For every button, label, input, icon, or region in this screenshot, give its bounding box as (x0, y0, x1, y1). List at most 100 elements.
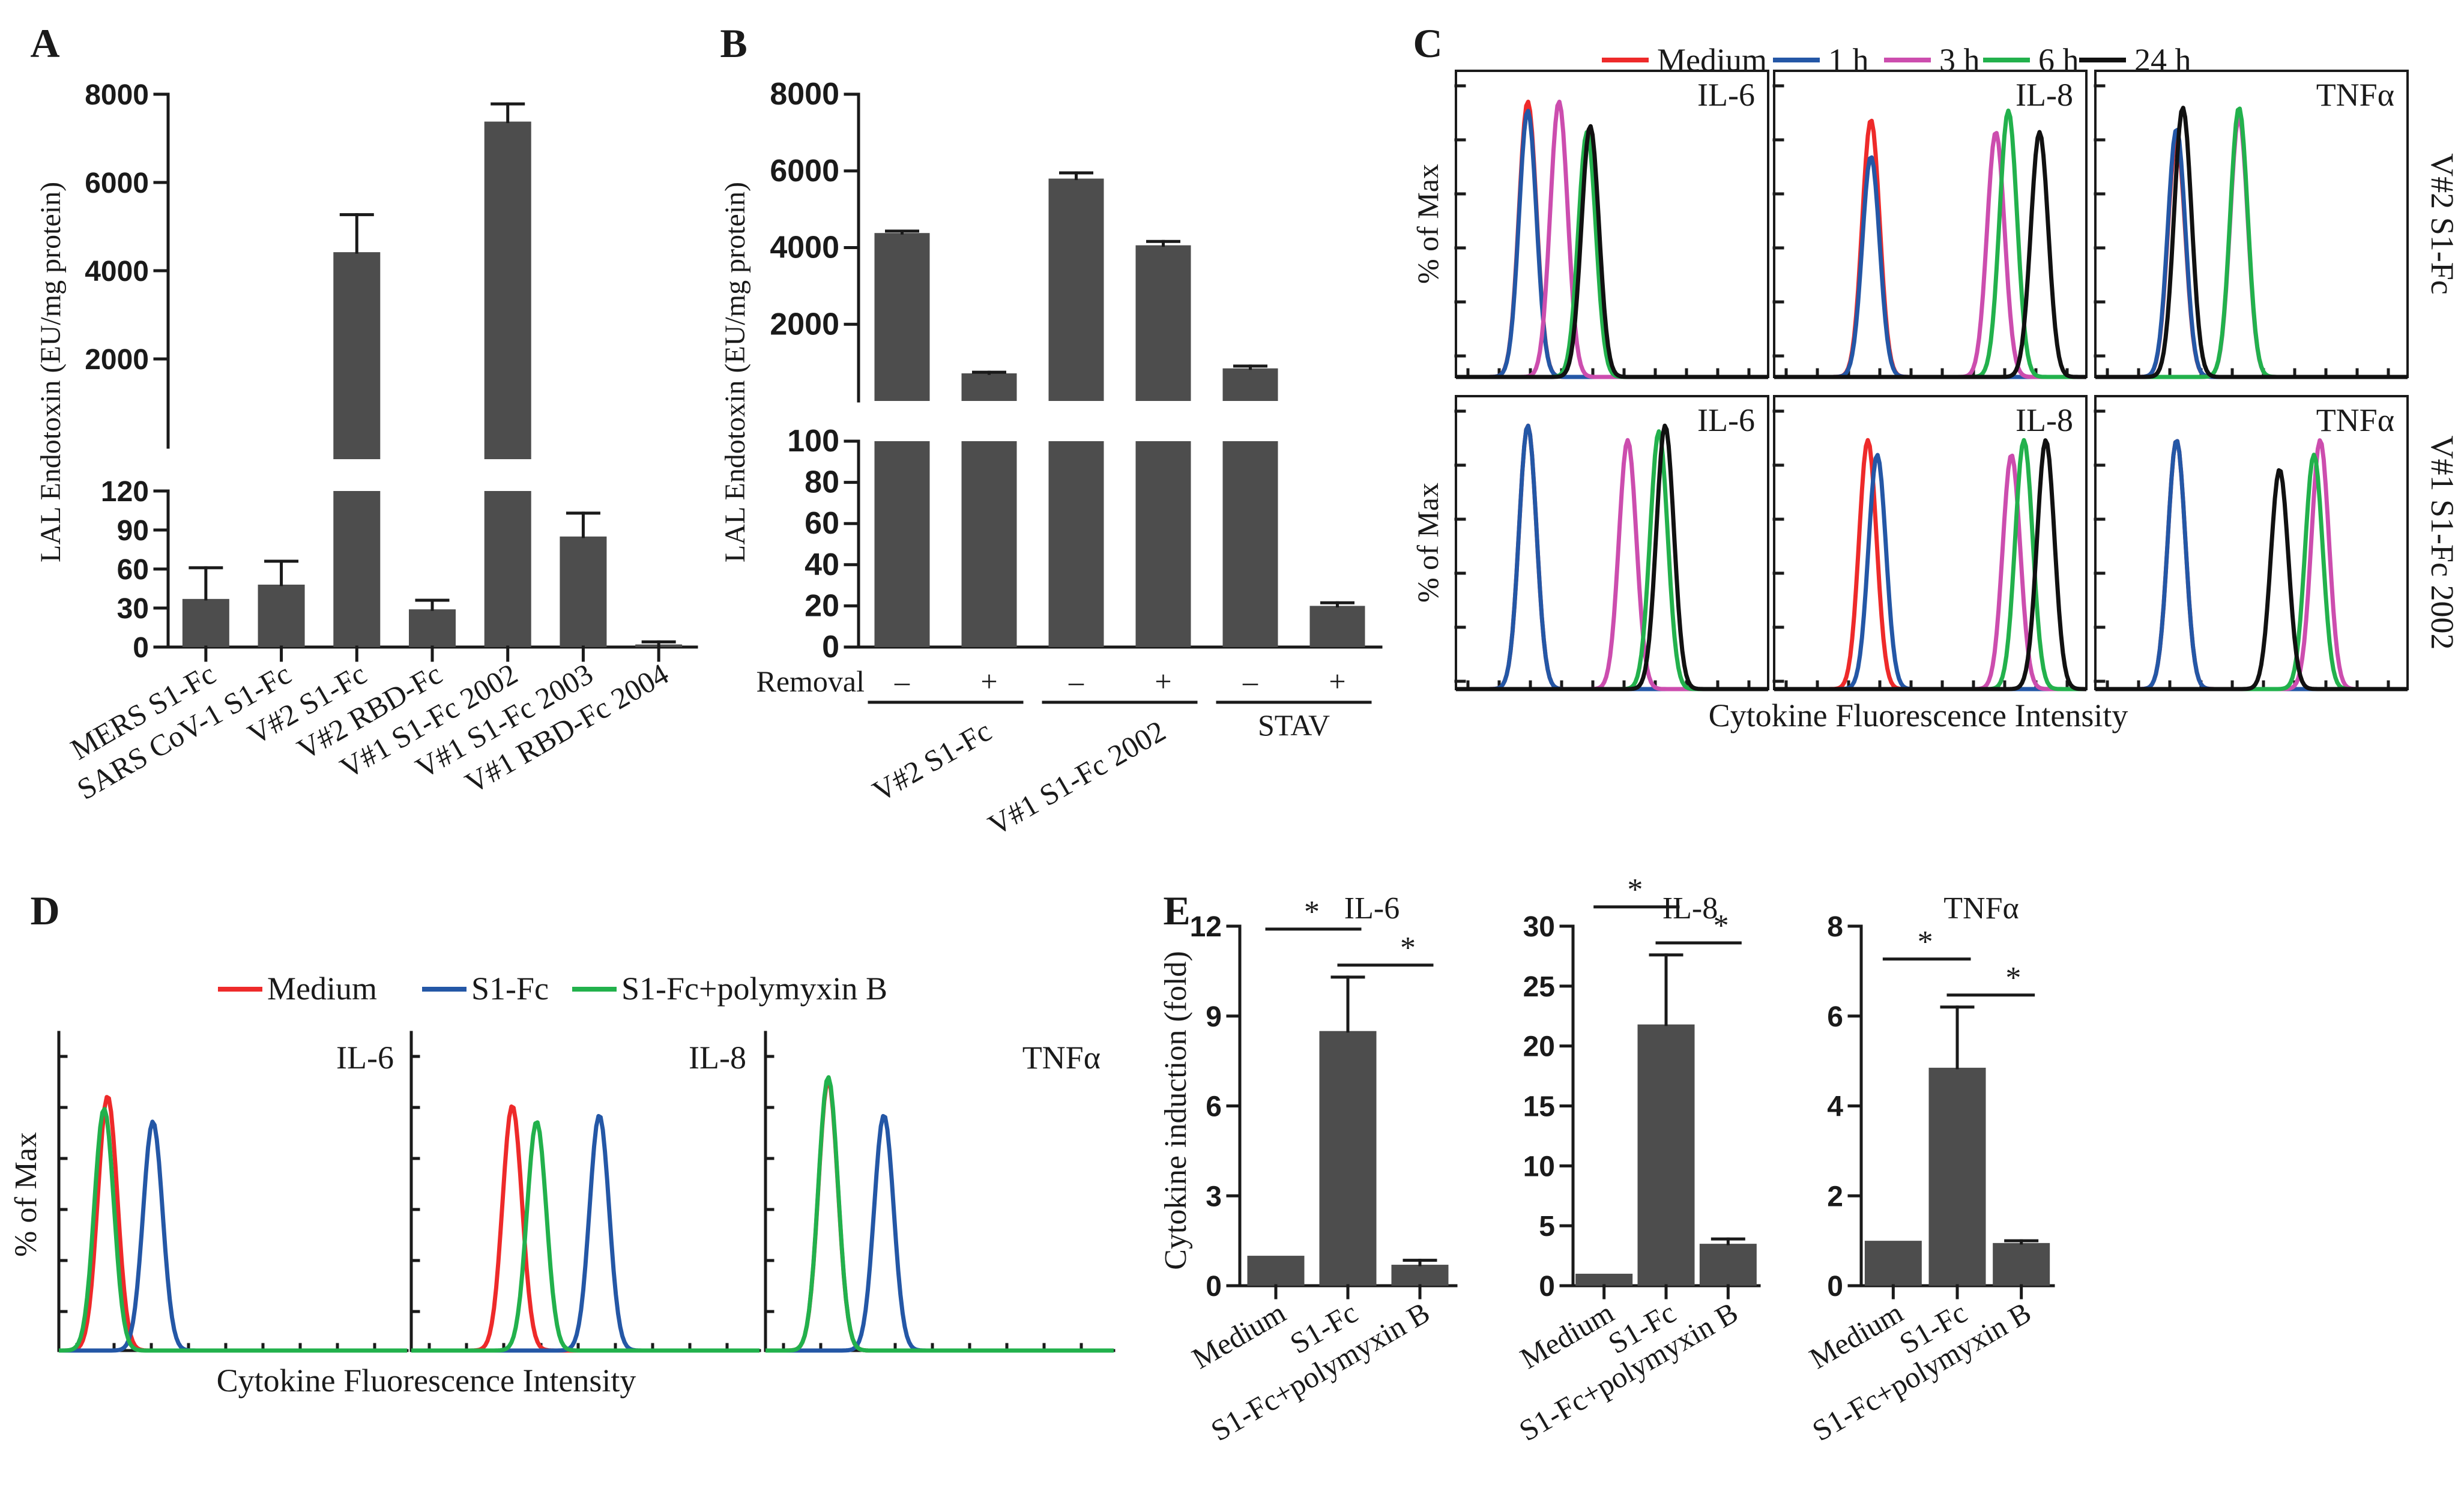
panel-a-bar-4-lower (484, 491, 531, 647)
panel-a-bar-2-lower (333, 491, 381, 647)
panel-c-plot-r0-c2 (2094, 70, 2409, 378)
panel-e-tick-label-0: 12 (1190, 911, 1222, 943)
panel-a-tick-label-up: 4000 (85, 256, 149, 288)
panel-e-tick-label-1: 10 (1523, 1151, 1555, 1182)
panel-b-group-label-1: V#1 S1-Fc 2002 (982, 714, 1171, 842)
panel-a-tick-label-low: 120 (101, 476, 149, 508)
panel-e-tick-label-1: 30 (1523, 911, 1555, 943)
panel-c-curve-0 (1455, 100, 1769, 379)
panel-e-sig-star-0-b: * (1400, 931, 1416, 965)
panel-a-bar-1 (258, 585, 305, 647)
panel-c-curve-4 (2095, 106, 2408, 379)
panel-b-removal-sign-0: – (894, 664, 910, 698)
panel-e-bar-1-2 (1699, 1244, 1757, 1286)
panel-label-e: E (1163, 888, 1190, 933)
panel-d-y-axis-label: % of Max (9, 1132, 43, 1257)
panel-a-bar-3 (409, 609, 456, 647)
panel-d-column-label: TNFα (1022, 1040, 1101, 1076)
panel-a-bar-0 (182, 598, 229, 647)
panel-d-curve-2 (765, 1075, 1114, 1353)
panel-c-y-axis-label-0: % of Max (1411, 164, 1445, 284)
panel-b-bar-1-upper (961, 373, 1017, 401)
panel-c-plot-r0-c1 (1773, 70, 2088, 378)
panel-e-category-label-2-0: Medium (1804, 1295, 1909, 1375)
panel-d-legend-label-2: S1-Fc+polymyxin B (621, 971, 887, 1007)
panel-b-tick-label-up: 2000 (770, 307, 839, 342)
panel-e-bar-2-0 (1864, 1241, 1922, 1286)
panel-c-plot-r1-c2 (2094, 395, 2409, 690)
panel-e-sig-star-1-a: * (1627, 873, 1643, 907)
panel-b-tick-label-up: 4000 (770, 230, 839, 265)
panel-b-tick-label-low: 80 (805, 465, 839, 500)
panel-c-curve-3 (1774, 108, 2087, 379)
panel-b-tick-label-up: 8000 (770, 77, 839, 112)
panel-c-curve-4 (1455, 124, 1769, 379)
panel-c-row-label-0: V#2 S1-Fc (2424, 153, 2460, 295)
panel-a-tick-label-low: 0 (133, 632, 149, 664)
panel-e-subplot-title-2: TNFα (1943, 891, 2019, 926)
panel-d-legend-label-1: S1-Fc (471, 971, 549, 1007)
panel-e-bar-2-1 (1928, 1067, 1986, 1286)
panel-e-tick-label-0: 0 (1206, 1271, 1222, 1303)
panel-c-curve-2 (1774, 131, 2087, 379)
panel-b-removal-sign-4: – (1242, 664, 1258, 698)
panel-a-tick-label-low: 90 (117, 515, 149, 547)
panel-e-bar-0-1 (1319, 1031, 1377, 1286)
panel-c-column-label: TNFα (2316, 402, 2394, 438)
panel-c-curve-2 (2095, 438, 2408, 691)
panel-c-curve-1 (2095, 439, 2408, 691)
panel-b-bar-0-upper (874, 233, 930, 401)
panel-c-x-axis-label: Cytokine Fluorescence Intensity (1709, 697, 2128, 733)
panel-c-legend-label-2: 3 h (1939, 42, 1980, 78)
panel-c-column-label: IL-6 (1697, 77, 1755, 113)
panel-b-bar-5 (1309, 606, 1365, 647)
panel-label-d: D (30, 888, 59, 933)
panel-b-group-label-2: STAV (1258, 708, 1330, 742)
panel-b-tick-label-low: 0 (822, 630, 839, 664)
panel-c-legend-label-4: 24 h (2134, 42, 2191, 78)
panel-e-bar-0-2 (1391, 1265, 1449, 1286)
panel-e-sig-star-0-a: * (1304, 895, 1320, 929)
panel-c-curve-4 (1455, 423, 1769, 691)
panel-c-column-label: TNFα (2316, 77, 2394, 113)
panel-e-tick-label-1: 5 (1539, 1211, 1555, 1242)
panel-c-legend-label-1: 1 h (1828, 42, 1869, 78)
panel-b-bar-2-lower (1048, 441, 1104, 647)
panel-b-tick-label-low: 100 (787, 424, 839, 459)
panel-e-tick-label-1: 20 (1523, 1031, 1555, 1063)
panel-b-tick-label-low: 60 (805, 506, 839, 541)
panel-b-group-label-0: V#2 S1-Fc (867, 714, 997, 809)
panel-d-curve-0 (59, 1095, 407, 1353)
panel-d-column-label: IL-6 (336, 1040, 394, 1076)
panel-e-bar-1-0 (1575, 1274, 1633, 1286)
panel-c-column-label: IL-6 (1697, 402, 1755, 438)
panel-d-curve-0 (411, 1104, 759, 1353)
panel-c-legend-label-0: Medium (1657, 42, 1767, 78)
panel-b-y-axis-label: LAL Endotoxin (EU/mg protein) (719, 182, 751, 562)
panel-e-y-axis-label: Cytokine induction (fold) (1159, 951, 1193, 1270)
panel-c-legend-label-3: 6 h (2038, 42, 2079, 78)
panel-c-curve-0 (1774, 118, 2087, 379)
panel-b-removal-sign-5: + (1329, 664, 1345, 698)
panel-e-category-label-0-0: Medium (1186, 1295, 1291, 1375)
panel-d-legend-label-0: Medium (267, 971, 377, 1007)
panel-b-bar-1-lower (961, 441, 1017, 647)
panel-d-curve-2 (411, 1120, 759, 1353)
panel-e-bar-1-1 (1637, 1024, 1695, 1286)
panel-e-tick-label-2: 0 (1827, 1271, 1843, 1303)
panel-c-curve-4 (1774, 130, 2087, 379)
panel-c-curve-4 (1774, 438, 2087, 691)
panel-e-category-label-1-0: Medium (1514, 1295, 1619, 1375)
panel-b-removal-sign-1: + (980, 664, 997, 698)
panel-e-tick-label-0: 3 (1206, 1181, 1222, 1212)
panel-c-plot-r0-c0 (1455, 70, 1769, 378)
panel-label-c: C (1413, 20, 1442, 66)
panel-d-x-axis-label: Cytokine Fluorescence Intensity (217, 1363, 636, 1399)
panel-a-bar-2-upper (333, 252, 381, 459)
panel-e-tick-label-2: 6 (1827, 1001, 1843, 1033)
panel-e-tick-label-1: 0 (1539, 1271, 1555, 1303)
panel-b-tick-label-low: 20 (805, 588, 839, 623)
panel-c-curve-2 (1455, 438, 1769, 691)
